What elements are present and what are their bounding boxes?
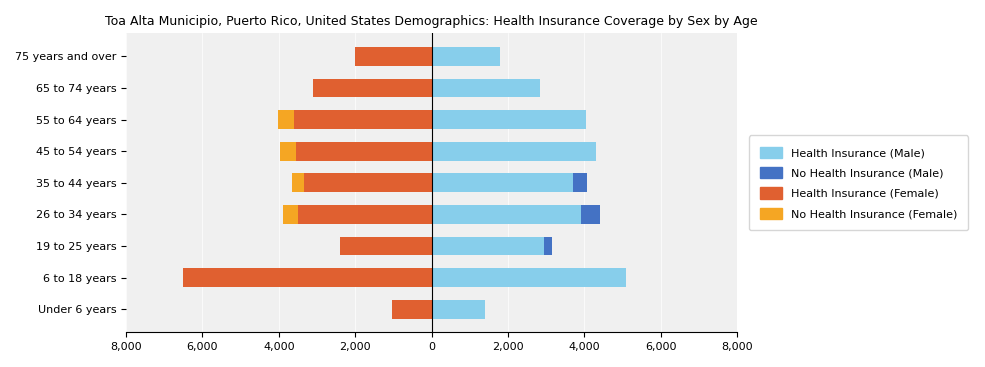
Bar — [431, 47, 500, 66]
Bar — [284, 205, 297, 224]
Bar — [431, 236, 545, 255]
Bar — [303, 173, 431, 192]
Bar — [295, 110, 431, 129]
Bar — [297, 205, 431, 224]
Bar — [431, 110, 586, 129]
Bar — [431, 300, 485, 319]
Bar — [431, 268, 626, 287]
Bar — [296, 142, 431, 161]
Bar — [356, 47, 431, 66]
Bar — [278, 110, 295, 129]
Bar — [573, 173, 587, 192]
Bar — [183, 268, 431, 287]
Bar — [545, 236, 552, 255]
Title: Toa Alta Municipio, Puerto Rico, United States Demographics: Health Insurance Co: Toa Alta Municipio, Puerto Rico, United … — [105, 15, 757, 28]
Bar — [580, 205, 600, 224]
Bar — [293, 173, 303, 192]
Legend: Health Insurance (Male), No Health Insurance (Male), Health Insurance (Female), : Health Insurance (Male), No Health Insur… — [749, 135, 968, 230]
Bar — [431, 79, 541, 98]
Bar — [391, 300, 431, 319]
Bar — [313, 79, 431, 98]
Bar — [431, 142, 596, 161]
Bar — [280, 142, 296, 161]
Bar — [431, 205, 580, 224]
Bar — [340, 236, 431, 255]
Bar — [431, 173, 573, 192]
